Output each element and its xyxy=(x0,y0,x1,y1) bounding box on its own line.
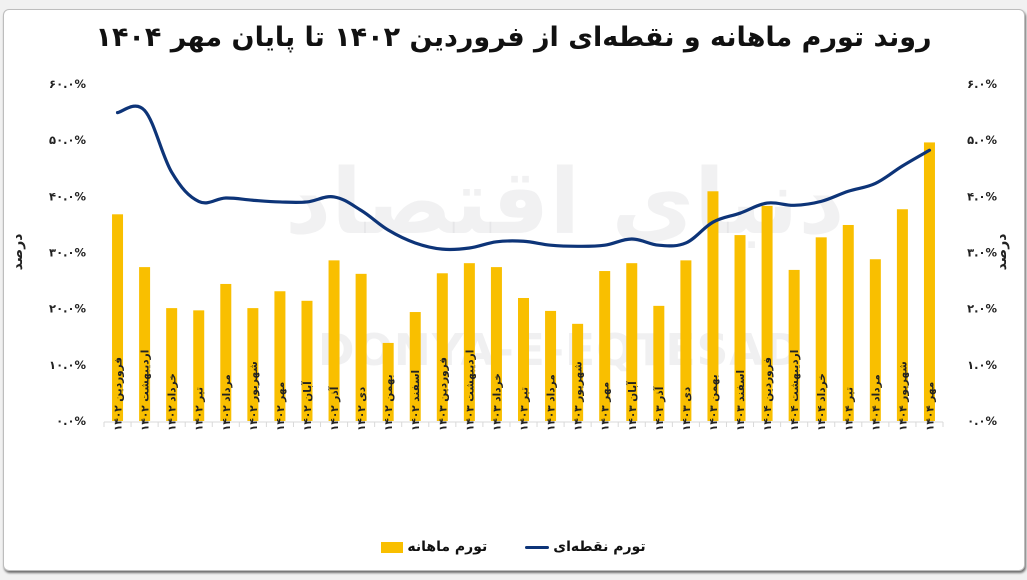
category-label: اردیبهشت ۱۴۰۴ xyxy=(789,350,801,431)
category-label: مهر ۱۴۰۳ xyxy=(600,382,612,431)
bar xyxy=(247,308,259,421)
point-inflation-line xyxy=(115,104,932,252)
bar xyxy=(653,305,665,421)
right-tick-label: ۱.۰% xyxy=(967,358,997,372)
left-tick-label: ۱۰.۰% xyxy=(49,358,86,372)
bar xyxy=(896,209,908,421)
bar-swatch-icon xyxy=(381,541,404,553)
category-label: بهمن ۱۴۰۲ xyxy=(383,374,395,431)
category-label: آذر ۱۴۰۲ xyxy=(328,386,341,431)
bar xyxy=(572,323,584,421)
bar xyxy=(842,224,854,421)
category-label: دی ۱۴۰۳ xyxy=(681,386,693,431)
bar xyxy=(923,142,935,421)
chart-legend: تورم نقطه‌ای تورم ماهانه xyxy=(0,539,1027,555)
category-label: اردیبهشت ۱۴۰۳ xyxy=(464,350,476,431)
bar xyxy=(166,308,178,421)
category-label: اردیبهشت ۱۴۰۲ xyxy=(140,350,152,431)
left-tick-label: ۴۰.۰% xyxy=(49,189,86,203)
bar xyxy=(869,259,881,421)
bar xyxy=(139,267,151,421)
bar xyxy=(220,283,232,421)
right-y-axis-labels: ۰.۰% ۱.۰% ۲.۰% ۳.۰% ۴.۰% ۵.۰% ۶.۰% xyxy=(967,77,997,428)
category-label: تیر ۱۴۰۳ xyxy=(519,387,531,431)
category-label: بهمن ۱۴۰۳ xyxy=(708,374,720,431)
left-tick-label: ۰.۰% xyxy=(56,414,86,428)
bar xyxy=(761,205,773,421)
bar xyxy=(382,342,394,421)
category-label: شهریور ۱۴۰۴ xyxy=(897,361,909,431)
category-label: آبان ۱۴۰۳ xyxy=(626,381,639,431)
left-tick-label: ۵۰.۰% xyxy=(49,133,86,147)
category-label: شهریور ۱۴۰۳ xyxy=(573,361,585,431)
left-y-axis-labels: ۰.۰% ۱۰.۰% ۲۰.۰% ۳۰.۰% ۴۰.۰% ۵۰.۰% ۶۰.۰% xyxy=(49,77,86,428)
bar xyxy=(518,297,529,421)
bar xyxy=(545,310,557,421)
bar xyxy=(626,263,638,421)
category-label: خرداد ۱۴۰۲ xyxy=(167,373,179,431)
bar xyxy=(680,260,692,421)
right-tick-label: ۵.۰% xyxy=(967,133,997,147)
category-label: مرداد ۱۴۰۴ xyxy=(870,374,882,431)
bar xyxy=(463,263,475,421)
category-label: فروردین ۱۴۰۳ xyxy=(437,357,449,431)
category-label: تیر ۱۴۰۲ xyxy=(194,387,206,431)
category-label: دی ۱۴۰۲ xyxy=(356,386,368,431)
bar xyxy=(815,237,827,421)
bar xyxy=(193,310,205,421)
bar xyxy=(328,260,340,421)
chart-title: روند تورم ماهانه و نقطه‌ای از فروردین ۱۴… xyxy=(95,22,932,53)
category-label: آبان ۱۴۰۲ xyxy=(301,381,314,431)
legend-item-point-inflation[interactable]: تورم نقطه‌ای xyxy=(525,539,646,555)
bar xyxy=(707,191,719,421)
category-label: مرداد ۱۴۰۲ xyxy=(221,374,233,431)
category-label: فروردین ۱۴۰۲ xyxy=(113,357,125,431)
legend-item-monthly-inflation[interactable]: تورم ماهانه xyxy=(381,539,487,555)
category-label: مهر ۱۴۰۲ xyxy=(275,382,287,431)
bar xyxy=(355,273,367,421)
category-label: تیر ۱۴۰۴ xyxy=(843,387,855,431)
chart-card xyxy=(3,9,1025,571)
right-tick-label: ۴.۰% xyxy=(967,189,997,203)
category-label: آذر ۱۴۰۳ xyxy=(653,386,666,431)
category-label: خرداد ۱۴۰۴ xyxy=(816,373,828,431)
monthly-inflation-bars xyxy=(112,142,935,421)
left-axis-title: درصد xyxy=(10,234,26,271)
bar xyxy=(274,291,286,421)
x-axis-ticks xyxy=(103,422,944,427)
category-label: مهر ۱۴۰۴ xyxy=(924,382,936,431)
bar xyxy=(490,267,502,421)
x-axis-category-labels: فروردین ۱۴۰۲ اردیبهشت ۱۴۰۲ خرداد ۱۴۰۲ تیر ۱… xyxy=(113,350,937,431)
category-label: مرداد ۱۴۰۳ xyxy=(546,374,558,431)
right-axis-title: درصد xyxy=(994,234,1010,271)
category-label: اسفند ۱۴۰۳ xyxy=(735,370,747,431)
right-tick-label: ۳.۰% xyxy=(967,246,997,260)
category-label: فروردین ۱۴۰۴ xyxy=(762,357,774,431)
left-tick-label: ۲۰.۰% xyxy=(49,302,86,316)
left-tick-label: ۶۰.۰% xyxy=(49,77,86,91)
category-label: خرداد ۱۴۰۳ xyxy=(491,373,503,431)
bar xyxy=(599,271,611,421)
category-label: اسفند ۱۴۰۲ xyxy=(410,370,422,431)
bar xyxy=(112,214,124,421)
legend-label-point-inflation: تورم نقطه‌ای xyxy=(553,539,646,555)
category-label: شهریور ۱۴۰۲ xyxy=(248,361,260,431)
bar xyxy=(734,235,746,421)
line-swatch-icon xyxy=(525,545,550,549)
right-tick-label: ۲.۰% xyxy=(967,302,997,316)
left-tick-label: ۳۰.۰% xyxy=(49,246,86,260)
right-tick-label: ۰.۰% xyxy=(967,414,997,428)
legend-label-monthly-inflation: تورم ماهانه xyxy=(407,539,488,555)
right-tick-label: ۶.۰% xyxy=(967,77,997,91)
bar xyxy=(436,273,448,421)
bar xyxy=(788,269,800,421)
bar xyxy=(301,300,313,421)
bar xyxy=(409,312,421,421)
